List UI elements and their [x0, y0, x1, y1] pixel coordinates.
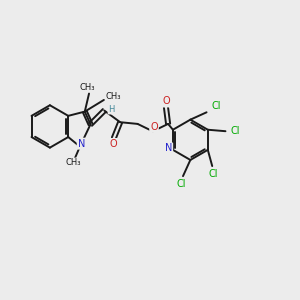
Text: Cl: Cl [209, 169, 218, 179]
Text: N: N [165, 143, 172, 153]
Text: N: N [78, 139, 85, 148]
Text: CH₃: CH₃ [66, 158, 81, 167]
Text: Cl: Cl [211, 101, 221, 111]
Text: O: O [162, 97, 170, 106]
Text: Cl: Cl [177, 179, 186, 189]
Text: CH₃: CH₃ [106, 92, 121, 101]
Text: H: H [109, 105, 115, 114]
Text: CH₃: CH₃ [80, 82, 95, 91]
Text: O: O [110, 139, 117, 149]
Text: O: O [150, 122, 158, 132]
Text: Cl: Cl [230, 126, 240, 136]
